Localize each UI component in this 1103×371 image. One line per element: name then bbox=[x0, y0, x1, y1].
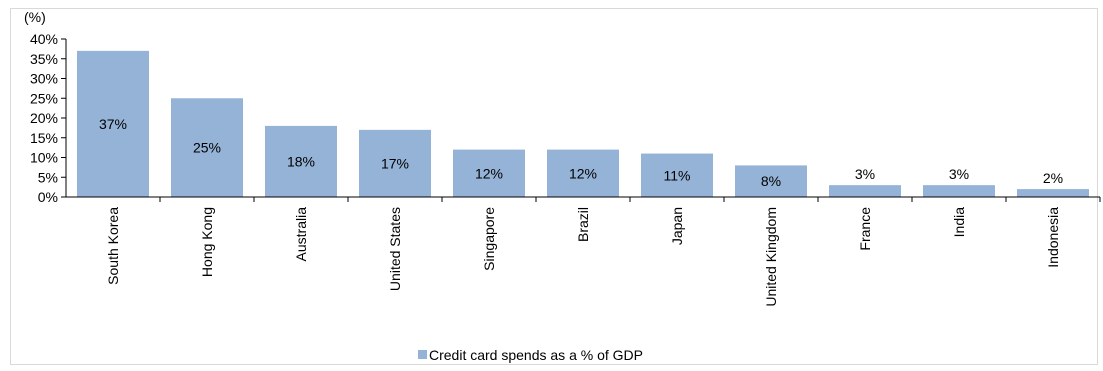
category-label: South Korea bbox=[105, 207, 121, 285]
y-tick-label: 40% bbox=[30, 31, 58, 47]
category-label: Hong Kong bbox=[199, 207, 215, 277]
y-unit-label: (%) bbox=[24, 9, 46, 25]
bar-united-states bbox=[359, 129, 431, 197]
data-label: 12% bbox=[569, 165, 597, 181]
y-tick-label: 25% bbox=[30, 90, 58, 106]
bar-india bbox=[923, 185, 995, 197]
y-tick-label: 20% bbox=[30, 110, 58, 126]
category-label: Japan bbox=[669, 207, 685, 245]
data-label: 25% bbox=[193, 140, 221, 156]
bar-indonesia bbox=[1017, 189, 1089, 197]
bar-australia bbox=[265, 125, 337, 197]
y-tick-label: 5% bbox=[38, 169, 58, 185]
bar-france bbox=[829, 185, 901, 197]
data-label: 12% bbox=[475, 165, 503, 181]
data-label: 2% bbox=[1043, 170, 1063, 186]
legend-label: Credit card spends as a % of GDP bbox=[429, 347, 643, 363]
category-label: United States bbox=[387, 207, 403, 291]
bar-japan bbox=[641, 153, 713, 197]
category-label: Australia bbox=[293, 207, 309, 262]
bar-singapore bbox=[453, 149, 525, 197]
category-label: France bbox=[857, 207, 873, 251]
bar-brazil bbox=[547, 149, 619, 197]
category-label: Indonesia bbox=[1045, 207, 1061, 268]
data-label: 11% bbox=[664, 167, 691, 183]
data-label: 8% bbox=[761, 173, 781, 189]
category-label: United Kingdom bbox=[763, 207, 779, 307]
bars: 37% 25% 18% 17% 12% 12% 11% 8% 3% 3% 2% bbox=[77, 50, 1089, 197]
y-tick-label: 0% bbox=[38, 189, 58, 205]
bar-united-kingdom bbox=[735, 165, 807, 197]
category-label: Singapore bbox=[481, 207, 497, 271]
y-tick-label: 35% bbox=[30, 51, 58, 67]
y-tick-label: 15% bbox=[30, 130, 58, 146]
bar-hong-kong bbox=[171, 98, 243, 197]
data-label: 3% bbox=[949, 166, 969, 182]
data-label: 37% bbox=[99, 116, 127, 132]
y-tick-label: 30% bbox=[30, 71, 58, 87]
data-label: 17% bbox=[381, 155, 409, 171]
y-tick-label: 10% bbox=[30, 150, 58, 166]
y-axis: 0% 5% 10% 15% 20% 25% 30% 35% 40% bbox=[30, 31, 67, 205]
legend: Credit card spends as a % of GDP bbox=[418, 347, 643, 363]
category-label: Brazil bbox=[575, 207, 591, 242]
data-label: 3% bbox=[855, 166, 875, 182]
legend-swatch bbox=[418, 350, 427, 359]
bar-south-korea bbox=[77, 50, 149, 197]
x-axis: South Korea Hong Kong Australia United Stat… bbox=[66, 196, 1101, 307]
category-label: India bbox=[951, 207, 967, 238]
data-label: 18% bbox=[287, 153, 315, 169]
